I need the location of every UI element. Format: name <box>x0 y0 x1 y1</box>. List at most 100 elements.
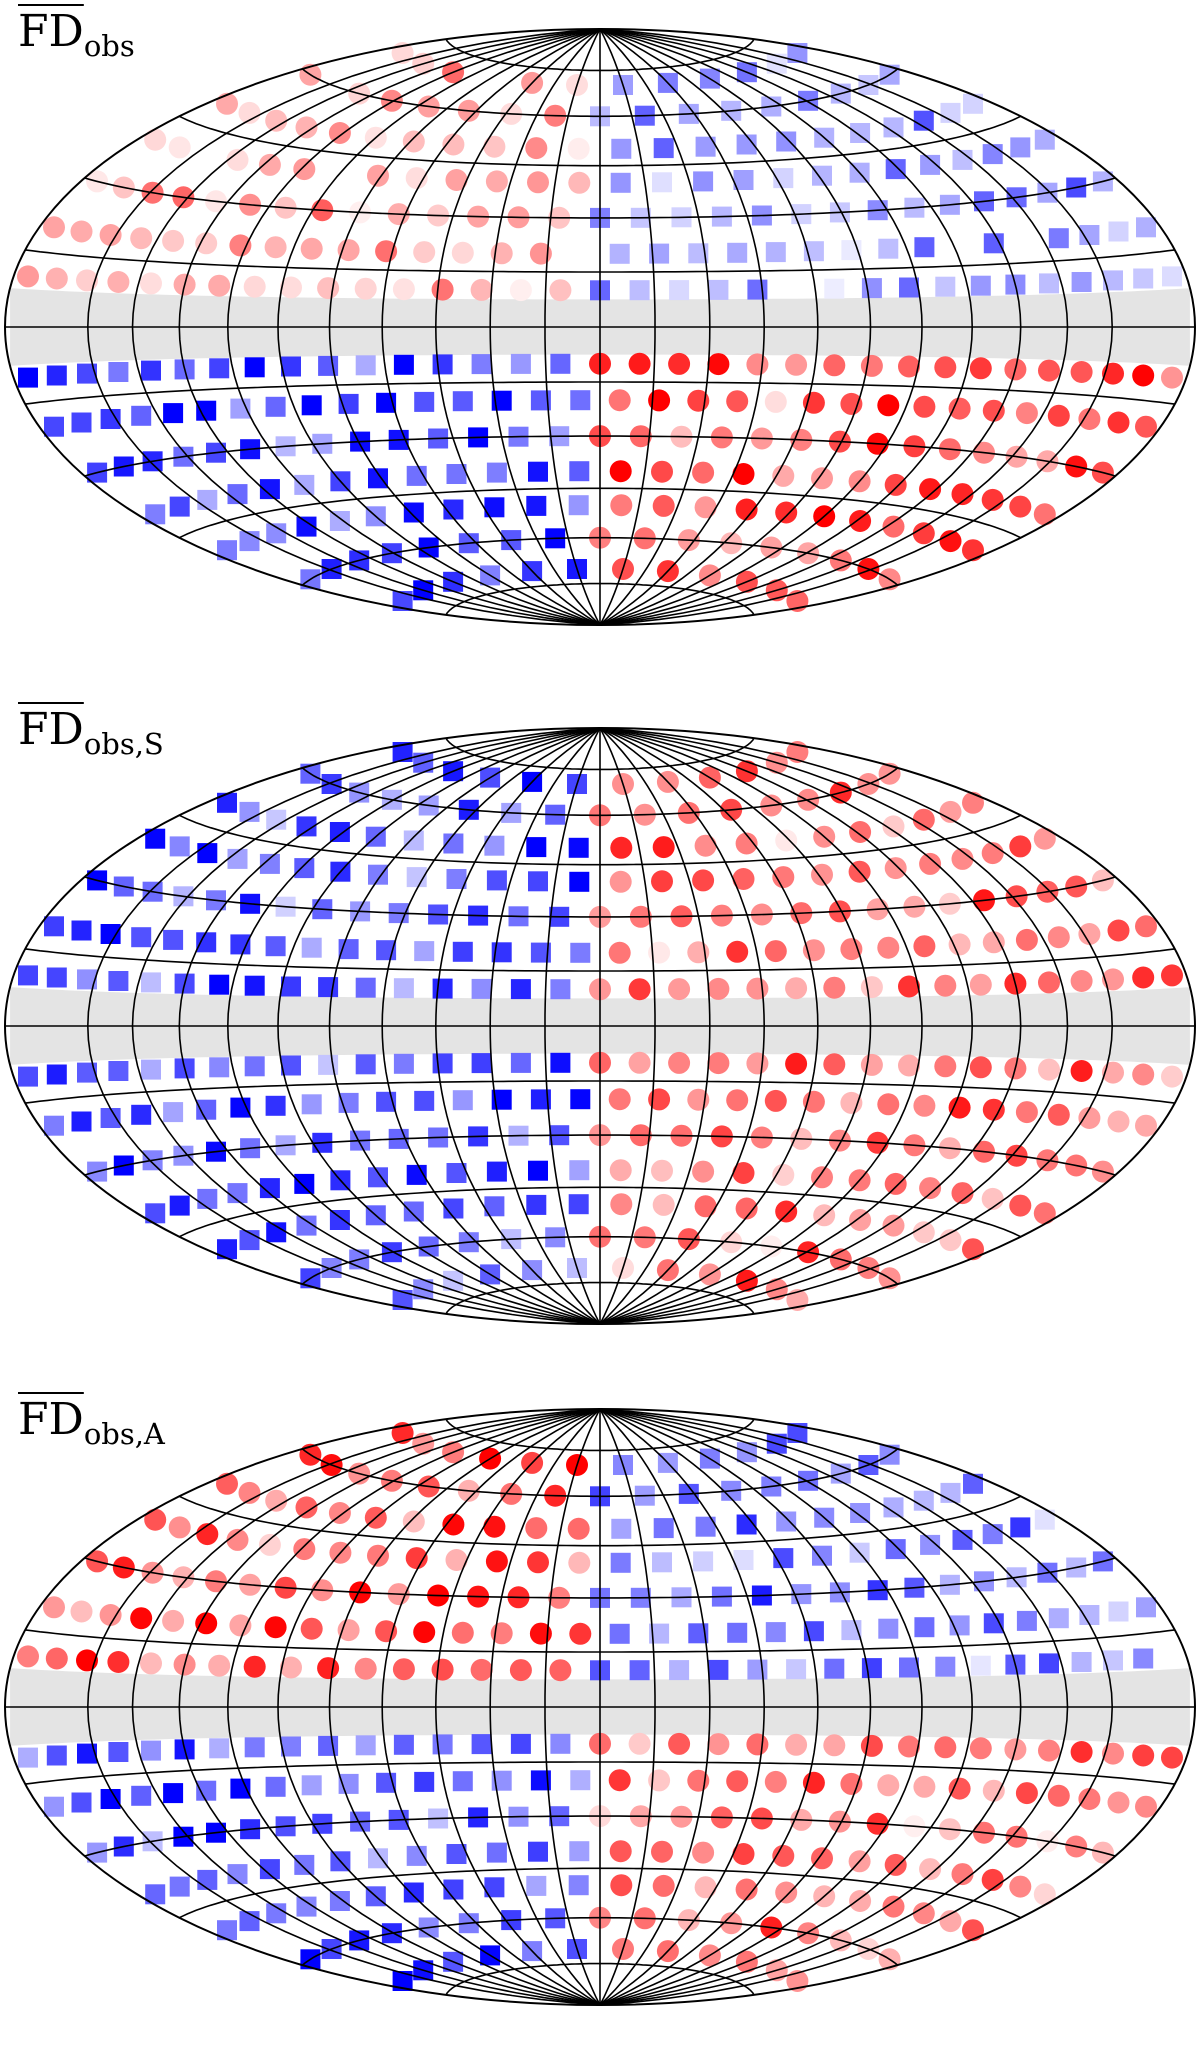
negative-marker <box>982 144 1003 165</box>
positive-marker <box>651 1159 673 1182</box>
negative-marker <box>569 461 590 482</box>
negative-marker <box>329 511 350 531</box>
negative-marker <box>570 942 591 963</box>
title-main: FD <box>18 1394 84 1445</box>
positive-marker <box>1033 827 1056 850</box>
positive-marker <box>913 395 936 418</box>
positive-marker <box>208 1654 231 1677</box>
negative-marker <box>550 1052 571 1073</box>
negative-marker <box>230 1778 251 1799</box>
positive-marker <box>354 277 377 300</box>
negative-marker <box>406 1845 427 1866</box>
graticule-meridian <box>86 1408 601 2006</box>
map-outline <box>4 28 1196 626</box>
graticule-meridian <box>489 28 601 626</box>
positive-marker <box>609 1159 632 1182</box>
positive-marker <box>707 977 730 1000</box>
positive-marker <box>442 1513 465 1536</box>
graticule-meridian <box>131 727 601 1325</box>
negative-marker <box>649 243 670 264</box>
map-outline <box>4 1408 1196 2006</box>
negative-marker <box>432 1734 453 1755</box>
positive-marker <box>99 224 122 246</box>
positive-marker <box>726 1089 749 1112</box>
negative-marker <box>983 233 1004 254</box>
negative-marker <box>611 138 632 159</box>
negative-marker <box>209 974 230 995</box>
positive-marker <box>823 1734 846 1757</box>
positive-marker <box>802 939 825 962</box>
negative-marker <box>935 276 956 297</box>
positive-marker <box>651 460 673 483</box>
positive-marker <box>354 1657 377 1680</box>
negative-marker <box>432 354 453 375</box>
negative-marker <box>266 809 287 830</box>
positive-marker <box>1038 1058 1060 1081</box>
negative-marker <box>727 242 748 263</box>
negative-marker <box>1039 1653 1059 1674</box>
positive-marker <box>1161 366 1183 389</box>
positive-marker <box>735 1878 758 1901</box>
negative-marker <box>301 1775 322 1796</box>
positive-marker <box>651 1840 673 1863</box>
negative-marker <box>294 474 315 495</box>
negative-marker <box>550 1733 571 1754</box>
negative-marker <box>1103 270 1123 291</box>
positive-marker <box>293 1538 316 1561</box>
negative-marker <box>259 1859 280 1880</box>
graticule-meridian <box>599 28 656 626</box>
negative-marker <box>609 1623 630 1644</box>
positive-marker <box>982 1098 1005 1121</box>
positive-marker <box>668 978 691 1001</box>
positive-marker <box>726 390 749 413</box>
positive-marker <box>919 1177 942 1200</box>
negative-marker <box>776 131 797 152</box>
negative-marker <box>883 117 904 138</box>
graticule-meridian <box>599 28 711 626</box>
negative-marker <box>733 170 754 190</box>
positive-marker <box>746 353 769 376</box>
positive-marker <box>413 241 436 264</box>
positive-marker <box>860 1053 883 1076</box>
marker-layer <box>17 1422 1183 1992</box>
positive-marker <box>948 397 971 420</box>
negative-marker <box>1048 1608 1069 1629</box>
negative-marker <box>693 1551 714 1572</box>
negative-marker <box>530 942 551 963</box>
title-main: FD <box>18 6 84 57</box>
negative-marker <box>18 965 38 986</box>
graticule-meridian <box>599 1408 711 2006</box>
negative-marker <box>899 1657 919 1678</box>
positive-marker <box>823 1053 846 1076</box>
graticule-meridian <box>277 1408 601 2006</box>
graticule-meridian <box>599 28 766 626</box>
positive-marker <box>1070 970 1093 992</box>
negative-marker <box>100 409 121 429</box>
negative-marker <box>1010 137 1031 158</box>
negative-marker <box>1136 1597 1156 1618</box>
negative-marker <box>393 354 414 375</box>
positive-marker <box>107 1651 130 1673</box>
negative-marker <box>629 280 650 301</box>
positive-marker <box>732 868 755 890</box>
negative-marker <box>530 390 551 411</box>
positive-marker <box>951 483 974 506</box>
positive-marker <box>375 240 398 263</box>
negative-marker <box>733 1550 754 1570</box>
negative-marker <box>368 864 388 885</box>
positive-marker <box>1132 966 1155 989</box>
negative-marker <box>46 365 67 386</box>
positive-marker <box>969 973 992 996</box>
negative-marker <box>141 1740 161 1761</box>
positive-marker <box>969 357 992 380</box>
positive-marker <box>1033 1883 1056 1906</box>
positive-marker <box>43 216 65 239</box>
negative-marker <box>196 400 217 421</box>
negative-marker <box>71 920 92 941</box>
negative-marker <box>296 1896 317 1917</box>
sky-map <box>4 727 1196 1325</box>
negative-marker <box>209 358 230 379</box>
positive-marker <box>1161 1746 1183 1769</box>
positive-marker <box>1135 1114 1157 1137</box>
negative-marker <box>1079 1605 1100 1625</box>
